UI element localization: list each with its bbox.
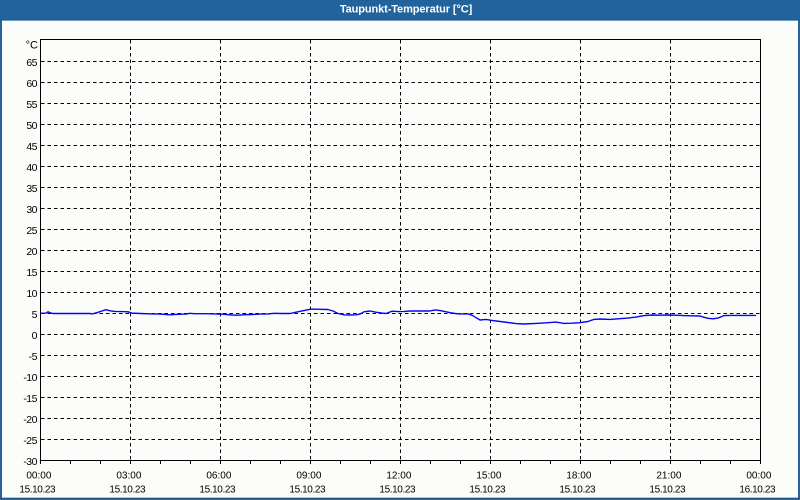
- svg-text:15.10.23: 15.10.23: [649, 484, 686, 495]
- svg-text:30: 30: [26, 204, 37, 216]
- svg-text:40: 40: [26, 162, 37, 174]
- svg-text:55: 55: [26, 99, 37, 111]
- svg-text:09:00: 09:00: [296, 470, 321, 481]
- svg-text:15.10.23: 15.10.23: [289, 484, 326, 495]
- svg-text:-25: -25: [23, 435, 37, 447]
- svg-text:20: 20: [26, 246, 37, 258]
- svg-text:00:00: 00:00: [746, 470, 771, 481]
- svg-text:60: 60: [26, 78, 37, 90]
- svg-text:-15: -15: [23, 393, 37, 405]
- svg-text:18:00: 18:00: [566, 470, 591, 481]
- svg-text:-30: -30: [23, 456, 37, 468]
- svg-text:15.10.23: 15.10.23: [19, 484, 56, 495]
- svg-text:15.10.23: 15.10.23: [559, 484, 596, 495]
- svg-text:12:00: 12:00: [386, 470, 411, 481]
- svg-text:45: 45: [26, 141, 37, 153]
- svg-text:35: 35: [26, 183, 37, 195]
- svg-text:00:00: 00:00: [26, 470, 51, 481]
- svg-text:5: 5: [32, 309, 38, 321]
- svg-text:-20: -20: [23, 414, 37, 426]
- svg-text:0: 0: [32, 330, 38, 342]
- svg-text:15.10.23: 15.10.23: [109, 484, 146, 495]
- svg-text:50: 50: [26, 120, 37, 132]
- svg-text:-10: -10: [23, 372, 37, 384]
- svg-text:°C: °C: [26, 39, 38, 51]
- svg-text:15.10.23: 15.10.23: [379, 484, 416, 495]
- svg-text:15.10.23: 15.10.23: [469, 484, 506, 495]
- svg-text:-5: -5: [29, 351, 38, 363]
- svg-text:10: 10: [26, 288, 37, 300]
- svg-text:16.10.23: 16.10.23: [739, 484, 776, 495]
- svg-text:Taupunkt-Temperatur [°C]: Taupunkt-Temperatur [°C]: [340, 4, 473, 16]
- svg-text:03:00: 03:00: [116, 470, 141, 481]
- svg-text:25: 25: [26, 225, 37, 237]
- svg-text:15: 15: [26, 267, 37, 279]
- svg-text:15.10.23: 15.10.23: [199, 484, 236, 495]
- svg-text:21:00: 21:00: [656, 470, 681, 481]
- svg-text:65: 65: [26, 57, 37, 69]
- svg-text:15:00: 15:00: [476, 470, 501, 481]
- svg-text:06:00: 06:00: [206, 470, 231, 481]
